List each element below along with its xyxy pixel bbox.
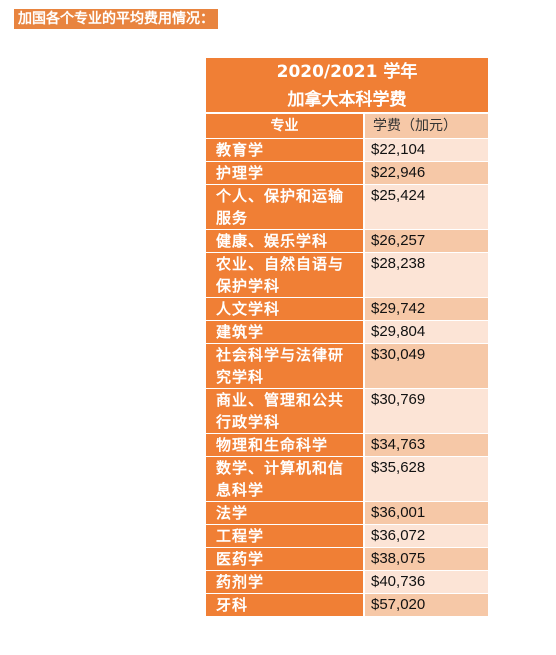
table-row: 商业、管理和公共行政学科 $30,769 (206, 388, 488, 433)
major-name-cell: 农业、自然自语与保护学科 (206, 253, 365, 297)
table-row: 人文学科 $29,742 (206, 297, 488, 320)
major-name-cell: 建筑学 (206, 321, 365, 343)
table-row: 社会科学与法律研究学科 $30,049 (206, 343, 488, 388)
table-row: 健康、娱乐学科 $26,257 (206, 229, 488, 252)
major-name-cell: 法学 (206, 502, 365, 524)
tuition-fee-cell: $40,736 (365, 571, 488, 593)
tuition-fee-cell: $36,072 (365, 525, 488, 547)
major-name-cell: 护理学 (206, 162, 365, 184)
table-row: 农业、自然自语与保护学科 $28,238 (206, 252, 488, 297)
tuition-fee-cell: $29,742 (365, 298, 488, 320)
table-row: 工程学 $36,072 (206, 524, 488, 547)
page-heading: 加国各个专业的平均费用情况： (14, 9, 218, 29)
table-row: 教育学 $22,104 (206, 138, 488, 161)
tuition-fee-cell: $22,104 (365, 139, 488, 161)
table-row: 牙科 $57,020 (206, 593, 488, 616)
tuition-fee-cell: $26,257 (365, 230, 488, 252)
table-title-year: 2020/2021 学年 (276, 62, 418, 82)
table-row: 医药学 $38,075 (206, 547, 488, 570)
major-name-cell: 医药学 (206, 548, 365, 570)
table-row: 个人、保护和运输服务 $25,424 (206, 184, 488, 229)
major-name-cell: 教育学 (206, 139, 365, 161)
major-name-cell: 社会科学与法律研究学科 (206, 344, 365, 388)
table-row: 物理和生命科学 $34,763 (206, 433, 488, 456)
table-row: 药剂学 $40,736 (206, 570, 488, 593)
major-name-cell: 工程学 (206, 525, 365, 547)
tuition-fee-cell: $35,628 (365, 457, 488, 501)
tuition-fee-cell: $25,424 (365, 185, 488, 229)
tuition-fee-cell: $34,763 (365, 434, 488, 456)
table-row: 法学 $36,001 (206, 501, 488, 524)
table-title-subject: 加拿大本科学费 (287, 90, 407, 110)
tuition-fee-cell: $29,804 (365, 321, 488, 343)
table-title: 2020/2021 学年 加拿大本科学费 (206, 58, 488, 114)
tuition-fee-cell: $38,075 (365, 548, 488, 570)
major-name-cell: 数学、计算机和信息科学 (206, 457, 365, 501)
column-header-major: 专业 (206, 114, 365, 138)
table-row: 建筑学 $29,804 (206, 320, 488, 343)
major-name-cell: 物理和生命科学 (206, 434, 365, 456)
tuition-table: 2020/2021 学年 加拿大本科学费 专业 学费（加元） 教育学 $22,10… (206, 58, 488, 616)
major-name-cell: 个人、保护和运输服务 (206, 185, 365, 229)
table-row: 数学、计算机和信息科学 $35,628 (206, 456, 488, 501)
major-name-cell: 药剂学 (206, 571, 365, 593)
tuition-fee-cell: $57,020 (365, 594, 488, 616)
major-name-cell: 人文学科 (206, 298, 365, 320)
major-name-cell: 牙科 (206, 594, 365, 616)
tuition-fee-cell: $36,001 (365, 502, 488, 524)
tuition-fee-cell: $28,238 (365, 253, 488, 297)
major-name-cell: 健康、娱乐学科 (206, 230, 365, 252)
table-body: 教育学 $22,104 护理学 $22,946 个人、保护和运输服务 $25,424 健康、… (206, 138, 488, 616)
column-header-fee: 学费（加元） (365, 114, 488, 138)
major-name-cell: 商业、管理和公共行政学科 (206, 389, 365, 433)
table-row: 护理学 $22,946 (206, 161, 488, 184)
tuition-fee-cell: $30,769 (365, 389, 488, 433)
tuition-fee-cell: $30,049 (365, 344, 488, 388)
table-header-row: 专业 学费（加元） (206, 114, 488, 138)
tuition-fee-cell: $22,946 (365, 162, 488, 184)
